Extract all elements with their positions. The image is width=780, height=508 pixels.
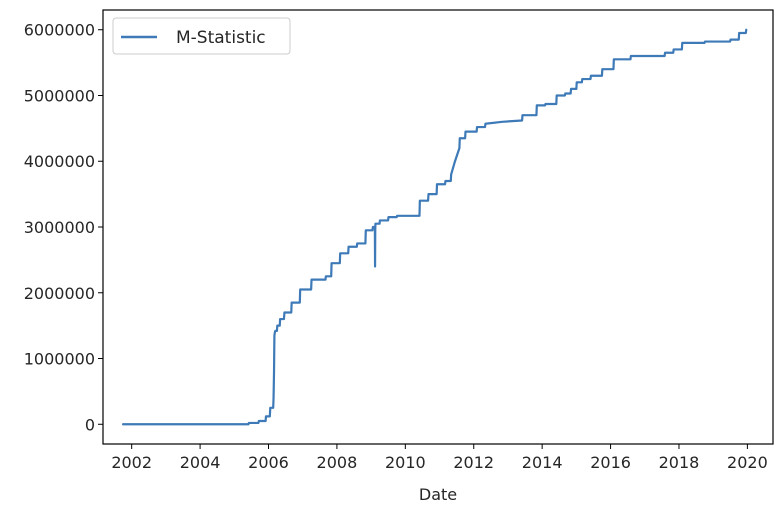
x-tick-label: 2014 — [522, 453, 563, 472]
x-tick-label: 2008 — [317, 453, 358, 472]
x-axis-title: Date — [419, 485, 457, 504]
x-tick-label: 2012 — [453, 453, 494, 472]
plot-frame — [102, 9, 774, 445]
x-tick-label: 2010 — [385, 453, 426, 472]
legend-box — [112, 17, 291, 55]
x-tick-label: 2018 — [659, 453, 700, 472]
y-axis: 0 1000000 2000000 3000000 4000000 5000000 6000… — [24, 21, 103, 434]
y-tick-label: 5000000 — [24, 86, 95, 105]
plot-area — [121, 28, 748, 426]
legend-label-m-statistic: M-Statistic — [176, 28, 266, 48]
y-tick-label: 6000000 — [24, 21, 95, 40]
x-tick-label: 2016 — [590, 453, 631, 472]
x-axis: 2002 2004 2006 2008 2010 2012 2014 2016 2018 2020 — [111, 444, 768, 472]
y-tick-label: 2000000 — [24, 284, 95, 303]
y-tick-label: 0 — [85, 415, 95, 434]
y-tick-label: 3000000 — [24, 218, 95, 237]
x-tick-label: 2006 — [248, 453, 289, 472]
x-tick-label: 2020 — [727, 453, 768, 472]
series-line-m-statistic — [121, 28, 748, 426]
y-tick-label: 1000000 — [24, 350, 95, 369]
legend: M-Statistic — [112, 17, 291, 55]
y-tick-label: 4000000 — [24, 152, 95, 171]
x-tick-label: 2004 — [180, 453, 221, 472]
x-tick-label: 2002 — [111, 453, 152, 472]
